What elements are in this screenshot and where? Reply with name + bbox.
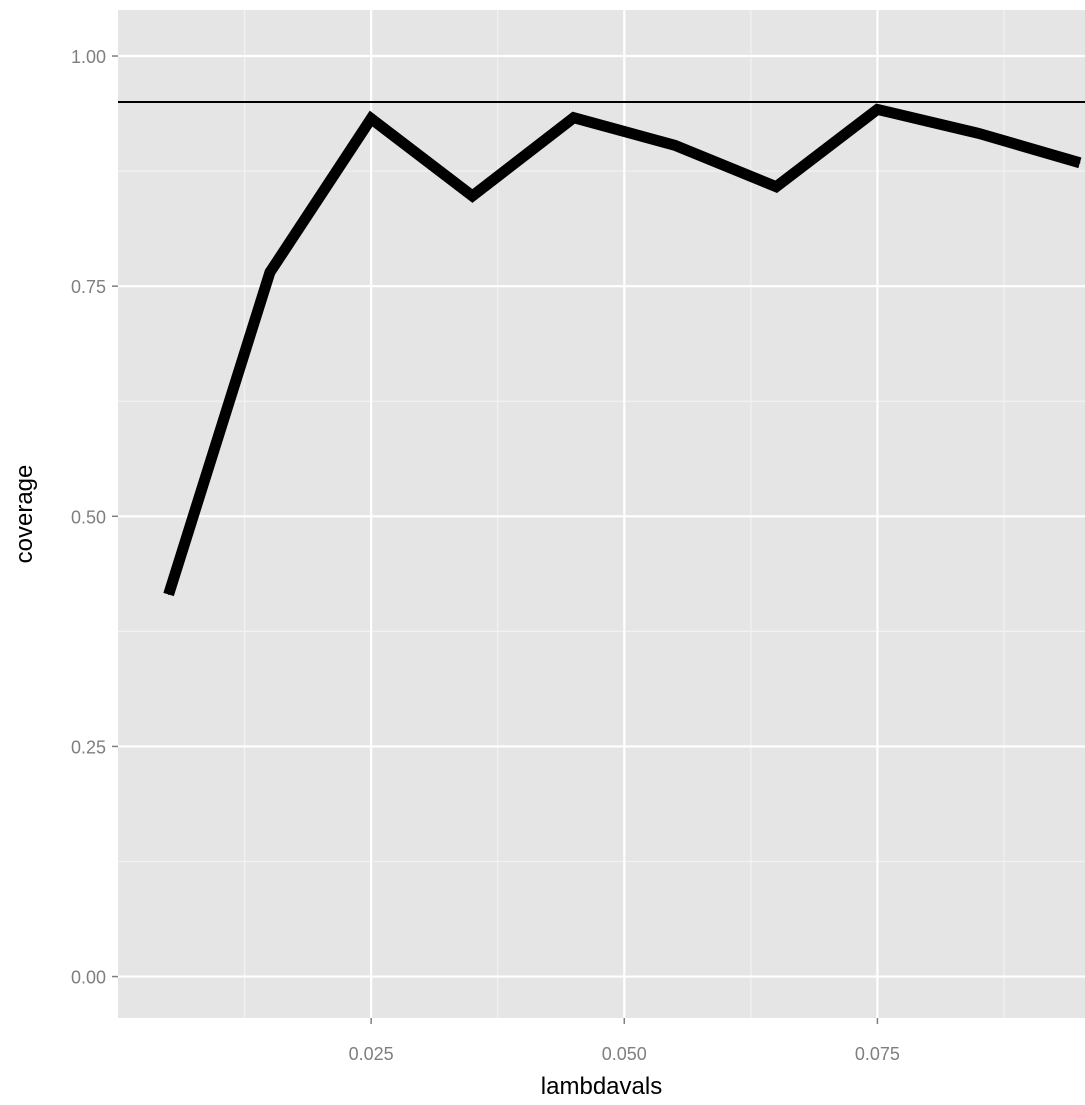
y-tick-label: 0.25 (71, 737, 106, 757)
data-point (775, 186, 777, 188)
major-gridlines (118, 10, 1085, 1018)
x-tick-label: 0.025 (349, 1044, 394, 1064)
data-point (674, 144, 676, 146)
x-tick-label: 0.075 (855, 1044, 900, 1064)
x-axis-title: lambdavals (541, 1073, 662, 1100)
data-point (168, 594, 170, 596)
y-tick-label: 0.00 (71, 968, 106, 988)
data-point (471, 195, 473, 197)
axis-ticks (112, 55, 879, 1024)
series-layer (163, 103, 1082, 597)
x-tick-label: 0.050 (602, 1044, 647, 1064)
data-point (978, 132, 980, 134)
series-line (163, 103, 1082, 597)
data-point (269, 271, 271, 273)
y-tick-label: 1.00 (71, 47, 106, 67)
y-tick-label: 0.50 (71, 507, 106, 527)
x-axis-tick-labels: 0.025 0.050 0.075 (349, 1044, 900, 1064)
y-axis-title: coverage (11, 465, 38, 564)
data-point (1079, 162, 1081, 164)
data-point (370, 118, 372, 120)
y-tick-label: 0.75 (71, 277, 106, 297)
plot-panel (118, 10, 1085, 1018)
y-axis-tick-labels: 0.00 0.25 0.50 0.75 1.00 (71, 47, 106, 988)
data-point (876, 108, 878, 110)
data-point (573, 117, 575, 119)
